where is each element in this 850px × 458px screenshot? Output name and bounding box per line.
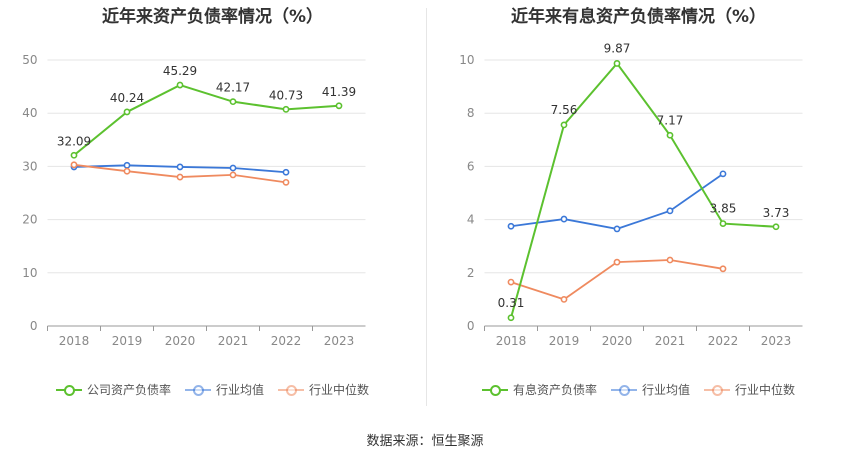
legend-item-industry-median-right[interactable]: 行业中位数 bbox=[704, 381, 795, 398]
x-tick-label: 2019 bbox=[549, 334, 580, 348]
data-label: 45.29 bbox=[163, 64, 197, 78]
data-label: 40.73 bbox=[269, 88, 303, 102]
legend-swatch-industry-median bbox=[278, 383, 304, 397]
legend-swatch-industry-avg bbox=[184, 383, 211, 397]
data-point-series-1 bbox=[229, 164, 237, 172]
data-point-series-0 bbox=[613, 60, 621, 67]
legend-swatch-industry-avg-right bbox=[610, 383, 637, 397]
legend-label-industry-avg-right: 行业均值 bbox=[641, 383, 690, 397]
chart-panel-right: 近年来有息资产负债率情况（%） 0 2 4 6 8 10 2018 2019 2020 2021 2… bbox=[427, 0, 850, 410]
data-point-series-2 bbox=[176, 173, 184, 181]
data-label: 7.17 bbox=[657, 113, 684, 127]
data-label: 3.73 bbox=[763, 206, 790, 220]
y-tick-label: 0 bbox=[30, 319, 38, 333]
data-point-series-2 bbox=[719, 265, 727, 273]
interest-bearing-liability-chart: 0 2 4 6 8 10 2018 2019 2020 2021 2022 2023 0.31 7.56 9… bbox=[459, 41, 803, 348]
x-tick-label: 2018 bbox=[496, 334, 527, 348]
x-tick-label: 2023 bbox=[324, 334, 355, 348]
data-point-series-0 bbox=[123, 108, 131, 116]
data-point-series-2 bbox=[666, 256, 674, 264]
data-point-series-0 bbox=[229, 98, 237, 106]
x-tick-label: 2021 bbox=[218, 334, 249, 348]
x-tick-label: 2023 bbox=[761, 334, 792, 348]
data-point-series-2 bbox=[123, 167, 131, 175]
data-label: 42.17 bbox=[216, 81, 250, 95]
x-tick-label: 2020 bbox=[602, 334, 633, 348]
panel-divider bbox=[426, 8, 427, 406]
y-tick-label: 30 bbox=[22, 159, 37, 173]
series-line-0 bbox=[510, 61, 777, 319]
data-point-series-2 bbox=[70, 161, 78, 169]
data-point-series-2 bbox=[282, 178, 290, 186]
data-point-series-0 bbox=[335, 102, 343, 110]
legend-label-interest-bearing: 有息资产负债率 bbox=[512, 383, 597, 397]
data-point-series-1 bbox=[613, 225, 621, 233]
data-point-series-1 bbox=[123, 161, 131, 169]
legend-label-industry-median-right: 行业中位数 bbox=[735, 383, 796, 397]
data-point-series-2 bbox=[507, 278, 515, 286]
x-tick-label: 2022 bbox=[271, 334, 302, 348]
legend-label-company: 公司资产负债率 bbox=[86, 383, 171, 397]
data-point-series-0 bbox=[772, 223, 780, 231]
data-label: 7.56 bbox=[551, 103, 578, 117]
y-tick-label: 4 bbox=[467, 213, 475, 227]
data-source-note: 数据来源：恒生聚源 bbox=[366, 434, 484, 449]
data-label: 0.31 bbox=[498, 296, 525, 310]
legend-label-industry-median: 行业中位数 bbox=[309, 383, 370, 397]
data-point-series-0 bbox=[176, 81, 184, 89]
legend-swatch-company bbox=[55, 383, 82, 397]
x-tick-label: 2019 bbox=[112, 334, 143, 348]
y-tick-label: 10 bbox=[22, 266, 37, 280]
data-point-series-1 bbox=[560, 215, 568, 223]
data-label: 32.09 bbox=[57, 134, 91, 148]
data-point-series-1 bbox=[507, 222, 515, 230]
chart-title-left: 近年来资产负债率情况（%） bbox=[101, 7, 324, 27]
series-line-0 bbox=[73, 83, 340, 157]
y-tick-label: 20 bbox=[22, 213, 37, 227]
chart-panel-left: 近年来资产负债率情况（%） 0 10 20 30 40 50 2018 2019 2020 202… bbox=[0, 0, 425, 410]
y-tick-label: 6 bbox=[467, 159, 475, 173]
legend-right: 有息资产负债率 行业均值 行业中位数 bbox=[427, 381, 850, 398]
data-point-series-2 bbox=[613, 258, 621, 266]
data-point-series-0 bbox=[507, 314, 515, 322]
y-tick-label: 8 bbox=[467, 106, 475, 120]
legend-item-industry-avg[interactable]: 行业均值 bbox=[184, 381, 264, 398]
legend-swatch-interest-bearing bbox=[481, 383, 508, 397]
legend-item-industry-median[interactable]: 行业中位数 bbox=[278, 381, 369, 398]
data-point-series-1 bbox=[282, 168, 290, 176]
data-point-series-0 bbox=[70, 151, 78, 159]
data-point-series-1 bbox=[719, 170, 727, 178]
data-point-series-0 bbox=[719, 220, 727, 227]
x-tick-label: 2021 bbox=[655, 334, 686, 348]
data-point-series-0 bbox=[282, 105, 290, 113]
data-label: 9.87 bbox=[604, 41, 631, 55]
x-tick-label: 2018 bbox=[59, 334, 90, 348]
x-tick-label: 2022 bbox=[708, 334, 739, 348]
data-label: 41.39 bbox=[322, 85, 356, 99]
x-tick-label: 2020 bbox=[165, 334, 196, 348]
data-label: 40.24 bbox=[110, 91, 144, 105]
legend-item-interest-bearing[interactable]: 有息资产负债率 bbox=[481, 381, 597, 398]
data-label: 3.85 bbox=[710, 202, 737, 216]
data-point-series-1 bbox=[176, 163, 184, 171]
y-tick-label: 10 bbox=[459, 53, 474, 67]
legend-item-company[interactable]: 公司资产负债率 bbox=[55, 381, 171, 398]
y-tick-label: 2 bbox=[467, 266, 475, 280]
y-tick-label: 40 bbox=[22, 106, 37, 120]
asset-liability-chart: 0 10 20 30 40 50 2018 2019 2020 2021 2022 2023 32.09… bbox=[22, 53, 366, 348]
data-point-series-0 bbox=[560, 121, 568, 129]
series-line-2 bbox=[510, 259, 724, 301]
chart-title-right: 近年来有息资产负债率情况（%） bbox=[510, 7, 767, 27]
legend-left: 公司资产负债率 行业均值 行业中位数 bbox=[0, 381, 425, 398]
legend-swatch-industry-median-right bbox=[704, 383, 730, 397]
y-tick-label: 0 bbox=[467, 319, 475, 333]
data-point-series-2 bbox=[229, 171, 237, 179]
data-point-series-1 bbox=[666, 207, 674, 215]
y-tick-label: 50 bbox=[22, 53, 37, 67]
legend-item-industry-avg-right[interactable]: 行业均值 bbox=[610, 381, 690, 398]
legend-label-industry-avg: 行业均值 bbox=[215, 383, 264, 397]
data-point-series-0 bbox=[666, 131, 674, 139]
data-point-series-2 bbox=[560, 295, 568, 303]
